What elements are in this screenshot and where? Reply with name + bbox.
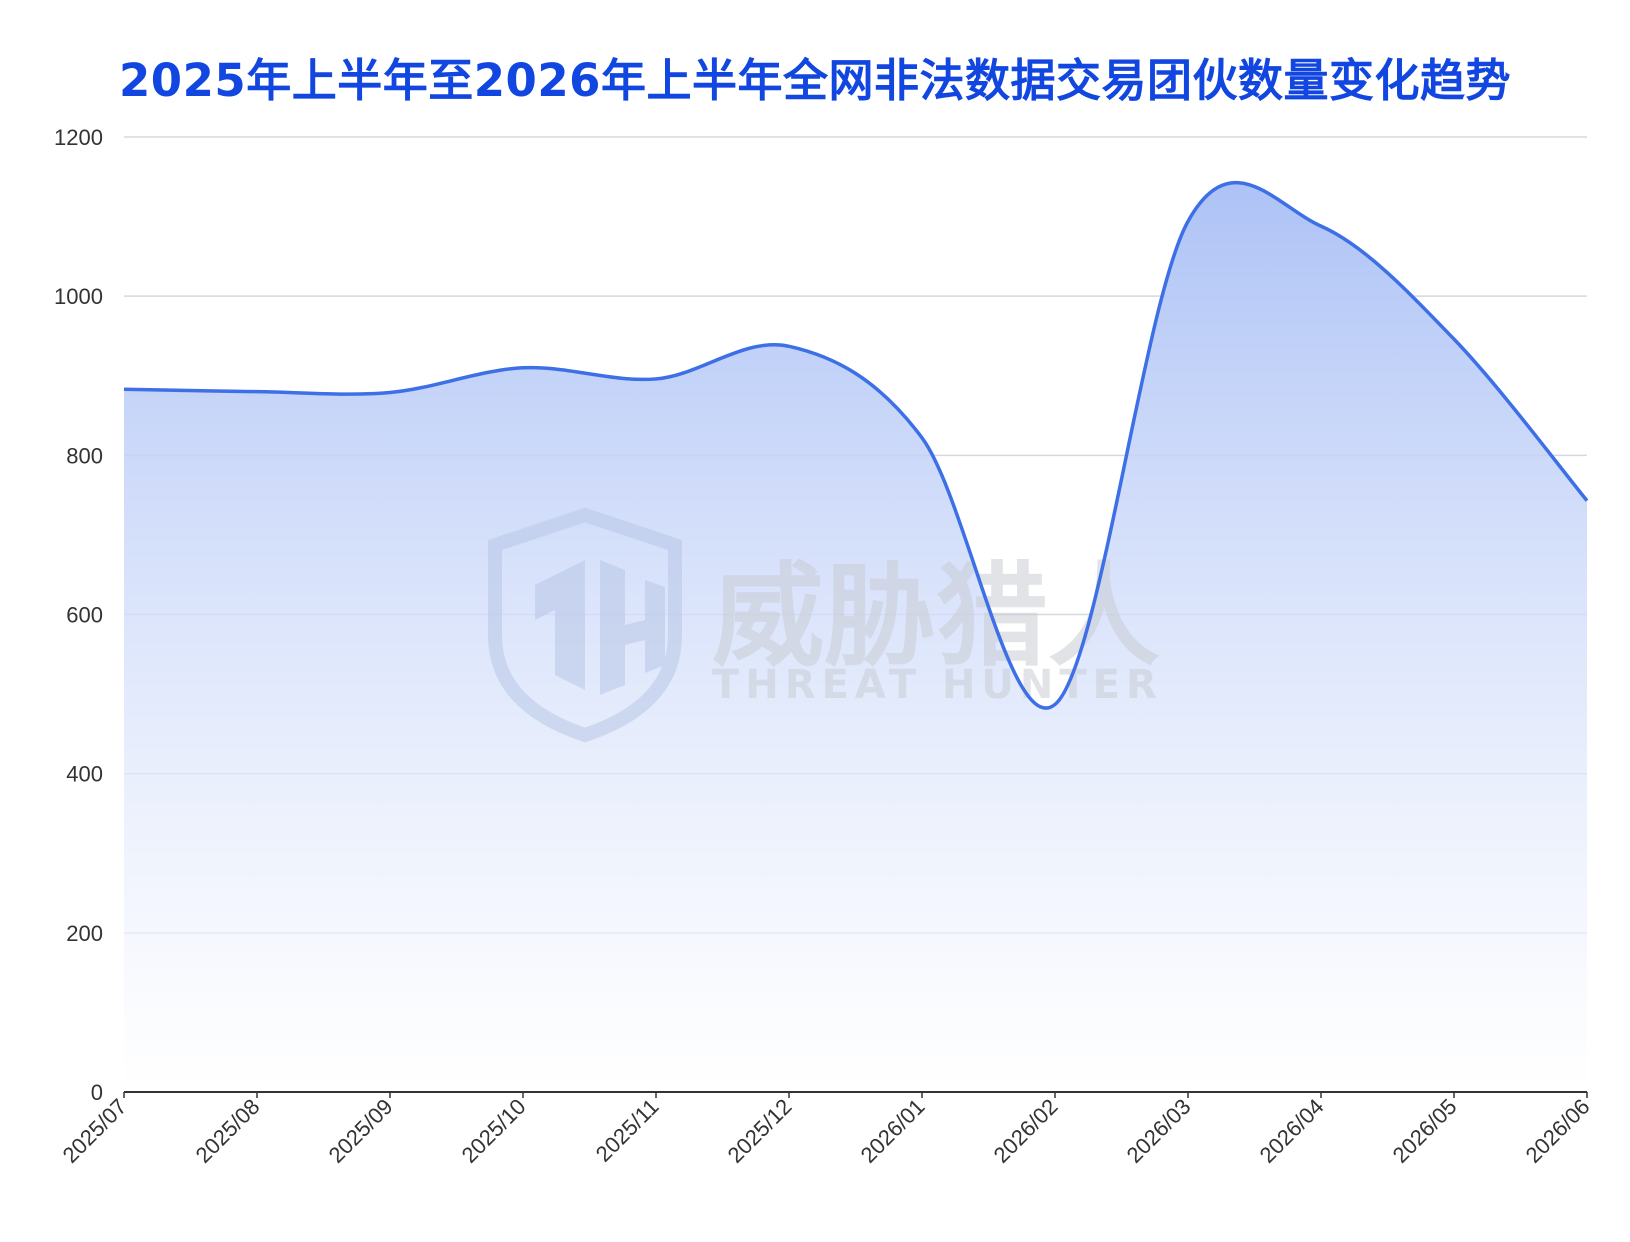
- x-tick-label: 2025/09: [324, 1094, 398, 1168]
- x-tick-label: 2025/11: [591, 1094, 664, 1167]
- shield-th-logo-icon: [488, 507, 682, 743]
- x-tick-label: 2026/04: [1255, 1094, 1329, 1168]
- y-tick-label: 800: [66, 443, 103, 468]
- x-tick-label: 2026/06: [1521, 1094, 1595, 1168]
- y-axis-ticks: 0 200 400 600 800 1000 1200: [54, 125, 103, 1105]
- y-tick-label: 0: [91, 1080, 103, 1105]
- x-tick-label: 2025/08: [191, 1094, 265, 1168]
- series-line: [123, 181, 1589, 710]
- x-tick-label: 2026/05: [1388, 1094, 1462, 1168]
- x-tick-label: 2025/10: [457, 1094, 531, 1168]
- chart-title: 2025年上半年至2026年上半年全网非法数据交易团伙数量变化趋势: [119, 54, 1511, 107]
- x-tick-label: 2026/02: [989, 1094, 1063, 1168]
- watermark-name: 威胁猎人: [712, 552, 1160, 682]
- y-tick-label: 1200: [54, 125, 103, 150]
- watermark: 威胁猎人 THREAT HUNTER: [488, 507, 1163, 743]
- y-tick-label: 600: [66, 603, 103, 628]
- x-tick-label: 2026/03: [1122, 1094, 1196, 1168]
- x-axis-ticks: 2025/07 2025/08 2025/09 2025/10 2025/11 2025/…: [58, 1092, 1595, 1168]
- x-tick-label: 2026/01: [856, 1094, 930, 1168]
- y-tick-label: 200: [66, 921, 103, 946]
- area-fill: [124, 182, 1587, 1092]
- y-tick-label: 400: [66, 762, 103, 787]
- y-tick-label: 1000: [54, 284, 103, 309]
- x-tick-label: 2025/12: [723, 1094, 797, 1168]
- watermark-subtitle: THREAT HUNTER: [712, 662, 1163, 708]
